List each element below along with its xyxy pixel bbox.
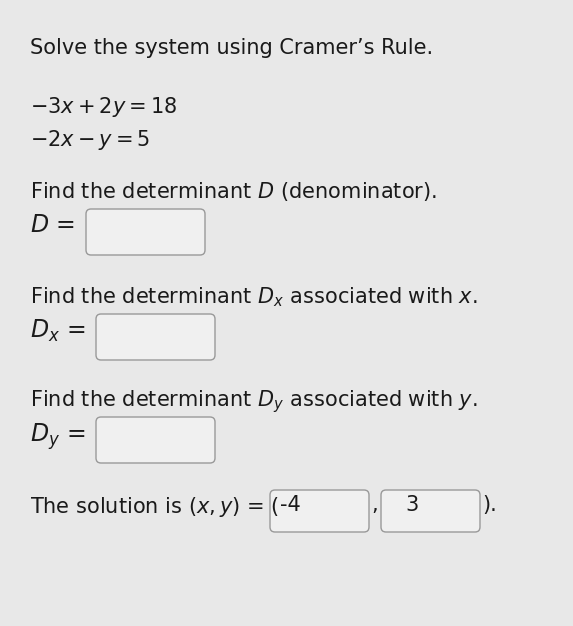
FancyBboxPatch shape — [96, 314, 215, 360]
Text: The solution is $(x, y)$ = (: The solution is $(x, y)$ = ( — [30, 495, 279, 519]
Text: $-3x + 2y = 18$: $-3x + 2y = 18$ — [30, 95, 177, 119]
Text: -4: -4 — [280, 495, 301, 515]
Text: 3: 3 — [405, 495, 418, 515]
FancyBboxPatch shape — [270, 490, 369, 532]
FancyBboxPatch shape — [86, 209, 205, 255]
Text: $-2x - y = 5$: $-2x - y = 5$ — [30, 128, 150, 152]
Text: ,: , — [371, 495, 378, 515]
Text: $D$ =: $D$ = — [30, 213, 75, 237]
FancyBboxPatch shape — [381, 490, 480, 532]
Text: Find the determinant $D$ (denominator).: Find the determinant $D$ (denominator). — [30, 180, 437, 203]
Text: Solve the system using Cramer’s Rule.: Solve the system using Cramer’s Rule. — [30, 38, 433, 58]
FancyBboxPatch shape — [96, 417, 215, 463]
Text: $D_y$ =: $D_y$ = — [30, 421, 85, 452]
Text: ).: ). — [482, 495, 497, 515]
Text: $D_x$ =: $D_x$ = — [30, 318, 85, 344]
Text: Find the determinant $D_y$ associated with $y$.: Find the determinant $D_y$ associated wi… — [30, 388, 478, 415]
Text: Find the determinant $D_x$ associated with $x$.: Find the determinant $D_x$ associated wi… — [30, 285, 478, 309]
